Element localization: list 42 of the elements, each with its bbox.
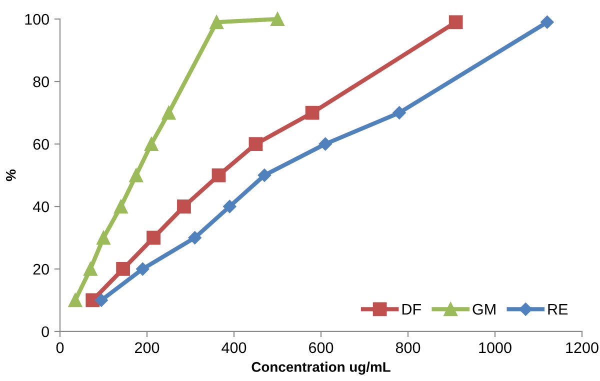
point xyxy=(144,137,158,151)
y-axis-title: % xyxy=(6,169,16,182)
point xyxy=(540,16,554,29)
y-tick-label: 80 xyxy=(33,76,49,88)
x-tick-label: 600 xyxy=(309,342,334,354)
y-tick-label: 100 xyxy=(25,14,49,25)
point xyxy=(116,262,130,276)
legend-label: GM xyxy=(472,304,496,315)
point xyxy=(162,106,176,120)
point xyxy=(318,137,332,151)
point xyxy=(146,230,160,245)
point xyxy=(448,15,463,30)
point xyxy=(212,168,226,182)
y-tick-label: 20 xyxy=(33,264,49,275)
y-tick-label: 60 xyxy=(33,138,49,150)
point xyxy=(94,294,108,307)
point xyxy=(136,262,150,276)
point xyxy=(223,200,236,214)
point xyxy=(392,106,406,120)
y-tick-label: 40 xyxy=(32,201,49,212)
point xyxy=(177,200,191,214)
x-axis-title: Concentration ug/mL xyxy=(252,362,390,375)
x-tick-label: 400 xyxy=(222,342,246,354)
point xyxy=(188,231,202,244)
point xyxy=(129,168,144,182)
point xyxy=(114,200,128,214)
point xyxy=(96,230,110,245)
point xyxy=(248,137,263,151)
x-tick-label: 0 xyxy=(56,342,64,354)
y-tick-label: 0 xyxy=(42,326,49,338)
point xyxy=(270,12,284,26)
point xyxy=(210,15,224,30)
point xyxy=(68,293,82,308)
point xyxy=(258,168,272,182)
point xyxy=(84,262,98,276)
legend-label: DF xyxy=(402,304,421,315)
x-tick-label: 200 xyxy=(135,342,160,354)
x-tick-label: 1200 xyxy=(566,342,598,354)
legend-label: RE xyxy=(548,304,568,315)
x-tick-label: 1000 xyxy=(479,342,512,354)
point xyxy=(305,106,320,120)
x-tick-label: 800 xyxy=(396,342,420,354)
